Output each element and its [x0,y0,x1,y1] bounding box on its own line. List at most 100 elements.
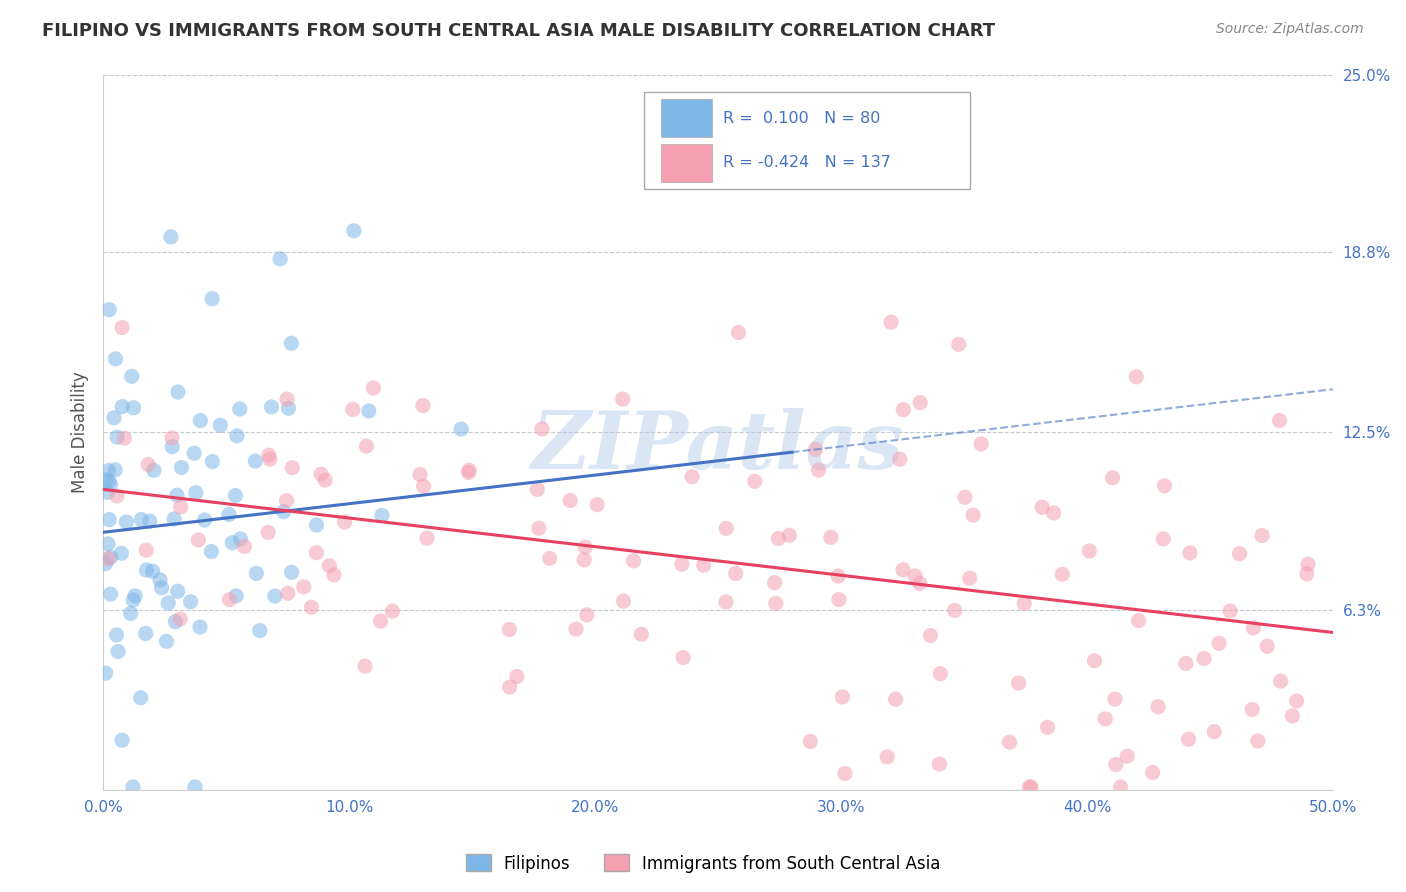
Point [929,666,952,681]
Point [184,780,207,794]
Point [681,469,703,483]
Point [527,521,550,535]
Point [1247,734,1270,748]
Point [224,489,246,503]
Point [1036,720,1059,734]
Point [457,466,479,480]
Point [122,593,145,607]
Point [799,734,821,748]
Point [100,587,122,601]
Point [111,320,134,334]
Point [1281,709,1303,723]
Point [371,508,394,523]
FancyBboxPatch shape [661,99,711,137]
Point [226,429,249,443]
Point [891,563,914,577]
Point [623,554,645,568]
Point [111,400,134,414]
Text: ZIPatlas: ZIPatlas [531,408,904,485]
Point [1296,558,1319,572]
Point [257,525,280,540]
Point [142,564,165,578]
Point [136,458,159,472]
Point [309,467,332,481]
Point [280,566,302,580]
Point [157,596,180,610]
Point [1052,567,1074,582]
Point [370,614,392,628]
Point [409,467,432,482]
Point [260,400,283,414]
Point [100,477,122,491]
Point [188,620,211,634]
Point [526,483,548,497]
Point [305,546,328,560]
Point [97,551,120,566]
Point [121,369,143,384]
Point [105,628,128,642]
Point [264,589,287,603]
Point [1241,702,1264,716]
Point [124,589,146,603]
Point [1152,532,1174,546]
Point [1116,749,1139,764]
Point [765,596,787,610]
Point [166,584,188,599]
Point [565,622,588,636]
Point [962,508,984,522]
Point [1101,471,1123,485]
Point [105,430,128,444]
Point [333,515,356,529]
Point [1007,676,1029,690]
Point [120,607,142,621]
Point [218,592,240,607]
Point [1208,636,1230,650]
Point [249,624,271,638]
Point [111,733,134,747]
Point [183,446,205,460]
Point [229,532,252,546]
Point [910,395,932,409]
Point [301,600,323,615]
Point [257,448,280,462]
Point [416,531,439,545]
Point [716,521,738,535]
Point [458,463,481,477]
Point [229,401,252,416]
Point [827,569,849,583]
Point [149,573,172,587]
Text: Source: ZipAtlas.com: Source: ZipAtlas.com [1216,22,1364,37]
Point [412,479,434,493]
Point [1018,780,1040,794]
Point [233,540,256,554]
Point [97,537,120,551]
Point [498,623,520,637]
Point [277,586,299,600]
Point [834,766,856,780]
Point [1285,694,1308,708]
Point [165,615,187,629]
Point [98,302,121,317]
Point [828,592,851,607]
Point [908,576,931,591]
Point [693,558,716,573]
Point [135,563,157,577]
Point [671,558,693,572]
Point [163,512,186,526]
Point [273,505,295,519]
Point [160,230,183,244]
Point [281,460,304,475]
Point [820,530,842,544]
Point [169,612,191,626]
Point [122,401,145,415]
Point [167,385,190,400]
Point [998,735,1021,749]
Point [1204,724,1226,739]
Point [139,514,162,528]
Point [221,535,243,549]
Point [891,402,914,417]
Point [194,513,217,527]
FancyBboxPatch shape [644,93,970,189]
Point [884,692,907,706]
Point [1270,674,1292,689]
